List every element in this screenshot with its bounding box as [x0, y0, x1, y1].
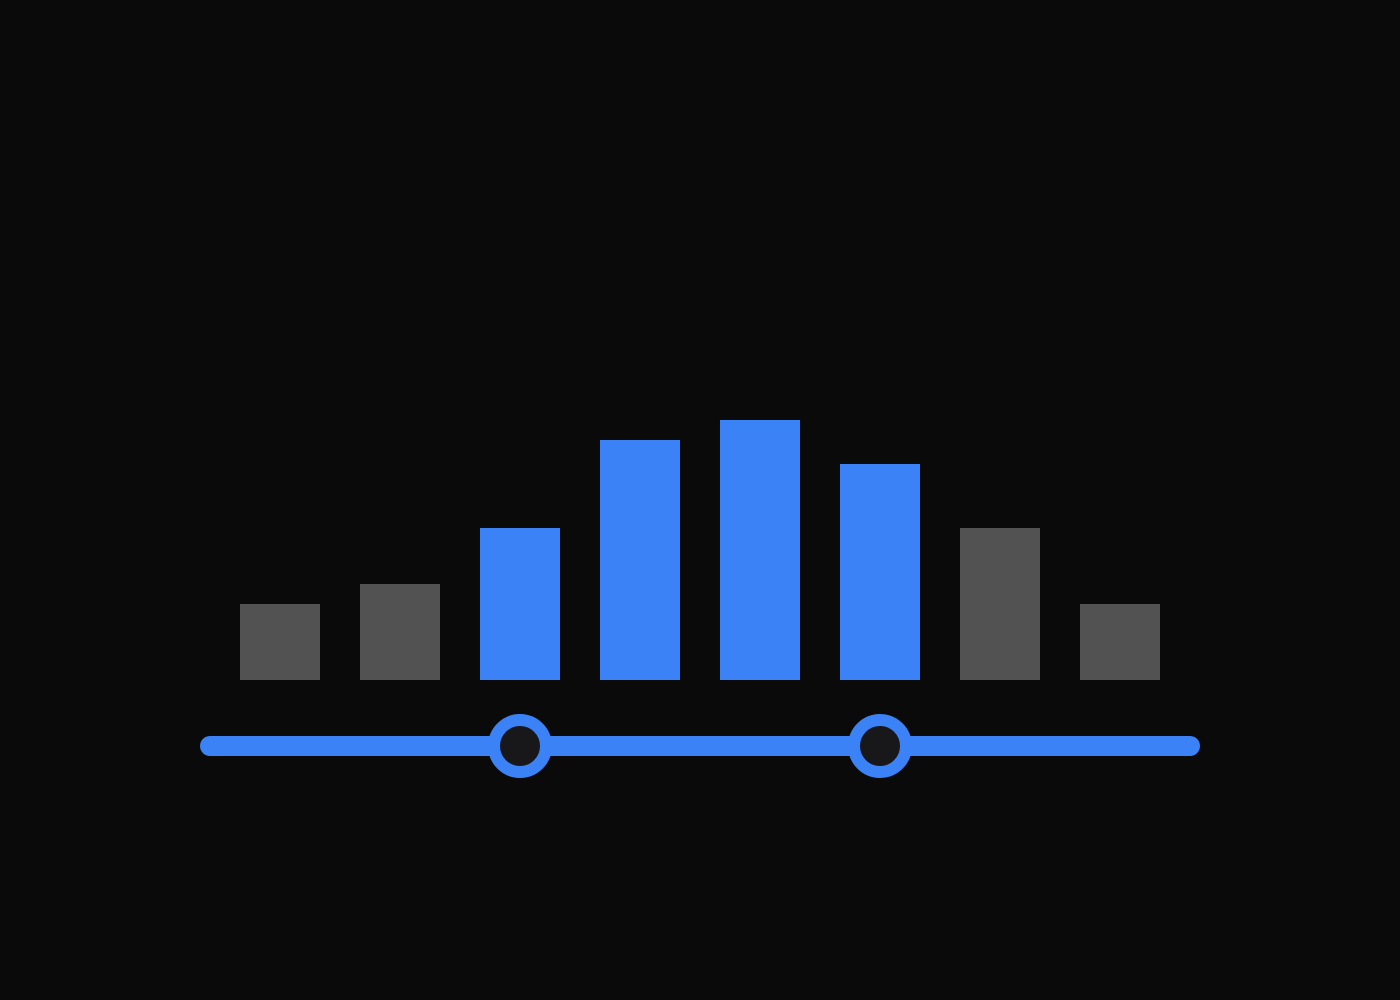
histogram-bar-7 — [960, 528, 1040, 680]
histogram-bar-2 — [360, 584, 440, 680]
histogram-bar-3 — [480, 528, 560, 680]
histogram-bar-5 — [720, 420, 800, 680]
range-slider-lower-thumb[interactable] — [488, 714, 552, 778]
histogram-bar-4 — [600, 440, 680, 680]
range-slider-upper-thumb[interactable] — [848, 714, 912, 778]
histogram-bar-1 — [240, 604, 320, 680]
histogram-bar-8 — [1080, 604, 1160, 680]
range-slider-track[interactable] — [200, 736, 1200, 756]
histogram-bar-6 — [840, 464, 920, 680]
